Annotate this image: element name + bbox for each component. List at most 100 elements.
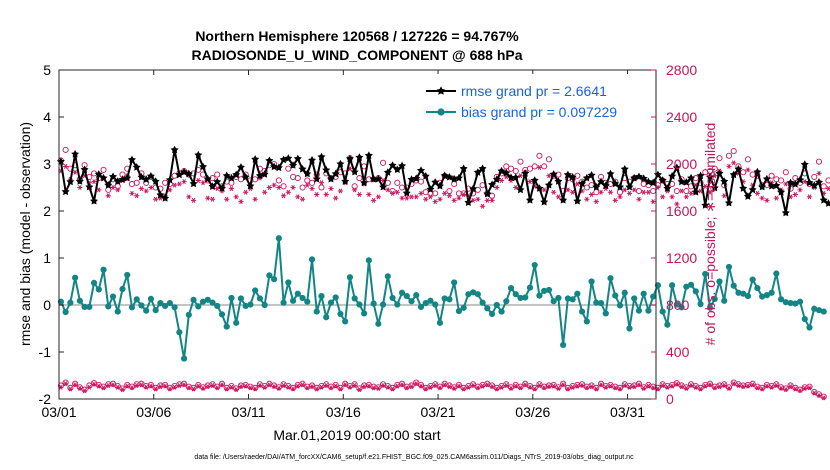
rmse-point [322,165,331,174]
obs-assimilated-point [503,382,509,388]
rmse-point [417,166,425,174]
rmse-point [639,174,648,182]
obs-assimilated-point [394,383,400,389]
bias-point [744,292,752,300]
obs-possible-point [536,381,543,388]
bias-point [228,294,235,302]
obs-possible-point [76,384,83,391]
obs-assimilated-point [816,170,822,176]
obs-possible-point [81,386,88,393]
obs-possible-point [228,383,235,390]
rmse-point [592,182,601,191]
bias-point [550,298,557,305]
obs-assimilated-point [172,182,178,188]
obs-assimilated-point [361,384,367,390]
obs-possible-point [109,380,117,387]
bias-point [763,292,770,299]
rmse-point [364,151,373,159]
obs-assimilated-point [508,177,514,183]
obs-possible-point [432,190,439,197]
obs-assimilated-point [81,173,88,179]
obs-assimilated-point [721,193,727,199]
obs-assimilated-point [380,177,386,183]
obs-possible-point [436,383,443,390]
obs-assimilated-point [584,385,590,391]
obs-count-layer [57,146,830,401]
bias-point [403,292,410,300]
rmse-point [800,160,809,168]
obs-assimilated-point [385,187,391,193]
obs-possible-point [474,186,481,193]
bias-point [815,307,823,314]
rmse-point [777,188,786,196]
bias-point [503,298,510,305]
obs-assimilated-point [238,199,244,205]
obs-assimilated-point [347,166,353,172]
obs-assimilated-point [754,385,760,391]
obs-assimilated-point [276,385,282,391]
obs-assimilated-point [105,382,111,388]
rmse-point [668,172,677,180]
bias-point [86,303,93,310]
obs-assimilated-point [503,174,509,180]
obs-assimilated-point [91,381,97,387]
bias-point [792,300,799,307]
obs-possible-point [195,381,202,388]
obs-possible-point [100,166,107,173]
rmse-point [502,168,511,177]
obs-assimilated-point [423,196,429,202]
x-tick-label: 03/26 [515,404,550,420]
bias-point [105,303,112,310]
rmse-point [687,173,696,182]
obs-assimilated-point [314,192,320,198]
obs-assimilated-point [693,182,699,188]
obs-assimilated-point [318,384,325,390]
obs-assimilated-point [205,195,211,201]
obs-assimilated-point [385,384,391,390]
obs-possible-point [290,384,297,391]
obs-assimilated-point [498,384,505,390]
rmse-point [535,184,544,192]
obs-assimilated-point [517,385,524,391]
obs-assimilated-point [228,186,235,192]
obs-assimilated-point [399,382,405,388]
obs-assimilated-point [394,189,400,195]
obs-possible-point [323,381,330,388]
rmse-point [710,183,719,192]
obs-assimilated-point [276,184,282,191]
obs-assimilated-point [243,383,249,389]
left-axis-ticks: -2 -1 0 1 2 3 4 5 [39,62,64,407]
rmse-point [246,181,255,190]
rmse-point [762,174,771,183]
obs-assimilated-point [129,385,135,391]
bias-point [531,261,538,269]
bias-point [796,298,804,305]
obs-assimilated-point [773,382,779,388]
obs-assimilated-point [299,382,306,388]
bias-point [678,304,685,311]
rmse-point [620,164,629,173]
bias-point [119,285,126,293]
series-layer [56,145,830,362]
obs-assimilated-point [641,189,647,195]
obs-assimilated-point [280,193,287,199]
chart-title-line2: RADIOSONDE_U_WIND_COMPONENT @ 688 hPa [191,47,522,63]
obs-assimilated-point [153,196,159,202]
rmse-point [507,173,516,182]
obs-possible-point [588,182,595,189]
rmse-point [360,178,369,187]
bias-point [474,291,481,298]
obs-possible-point [640,384,647,391]
rmse-point [616,182,624,191]
legend-box [416,74,650,124]
obs-assimilated-point [153,386,159,392]
rmse-point [544,180,553,189]
obs-assimilated-point [735,382,742,388]
obs-possible-point [545,156,552,163]
obs-assimilated-point [262,384,268,390]
obs-assimilated-point [541,385,547,391]
obs-assimilated-point [63,163,69,169]
obs-assimilated-point [683,194,689,200]
rmse-point [568,172,577,181]
obs-assimilated-point [148,383,154,389]
